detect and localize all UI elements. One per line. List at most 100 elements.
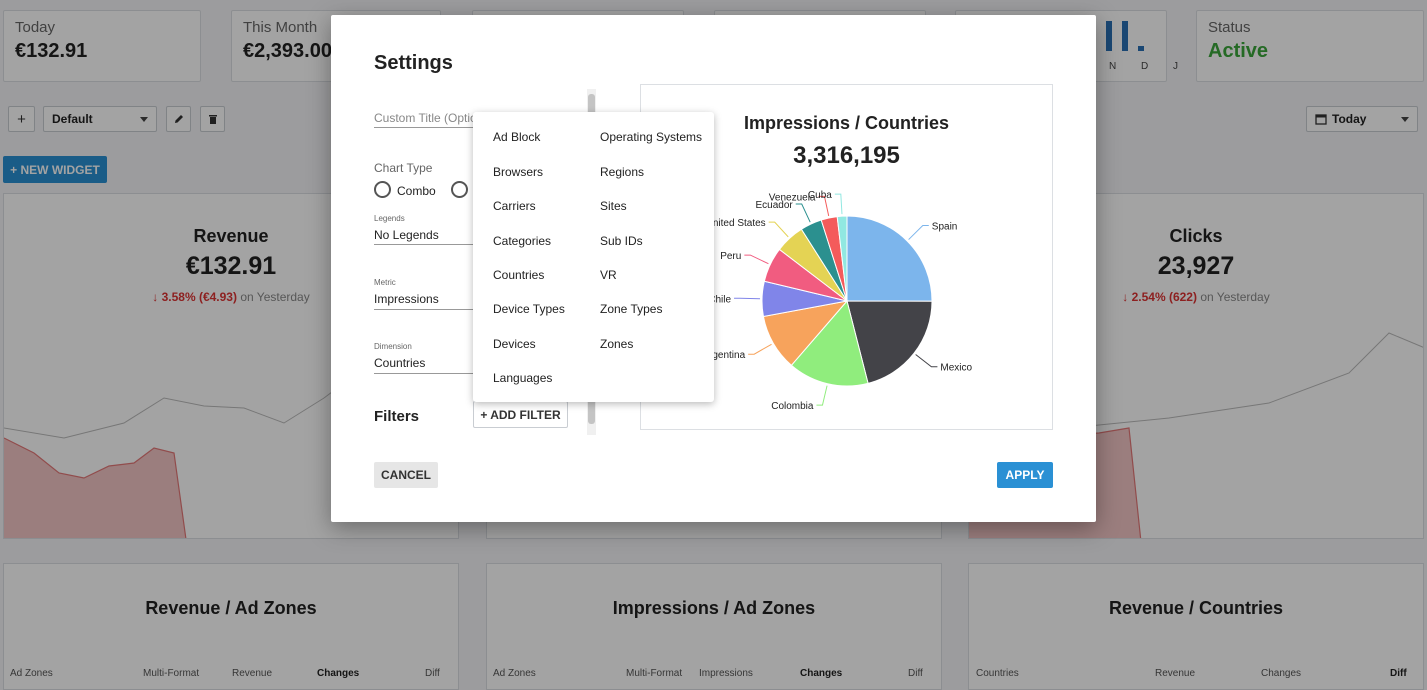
filters-label: Filters	[374, 408, 420, 425]
chart-type-combo-radio[interactable]	[374, 181, 391, 198]
widget-change: ↓ 3.58% (€4.93) on Yesterday	[4, 290, 458, 304]
stat-card-today: Today €132.91	[3, 10, 201, 82]
stat-value: €132.91	[15, 40, 88, 62]
change-value: ↓ 3.58% (€4.93)	[152, 290, 237, 304]
pie-connector	[834, 193, 843, 215]
change-suffix: on Yesterday	[240, 290, 310, 304]
legends-select[interactable]: No Legends	[374, 228, 439, 242]
pie-connector	[818, 195, 830, 217]
column-header[interactable]: Diff	[1390, 668, 1407, 679]
stat-label: Today	[15, 19, 56, 36]
new-widget-button[interactable]: + NEW WIDGET	[3, 156, 107, 183]
menu-item[interactable]: Sites	[600, 199, 627, 213]
pie-label: Cuba	[808, 190, 832, 201]
menu-item[interactable]: Browsers	[493, 165, 544, 179]
change-suffix: on Yesterday	[1200, 290, 1270, 304]
edit-dashboard-button[interactable]	[166, 106, 191, 132]
column-header[interactable]: Countries	[976, 668, 1019, 679]
metric-label: Metric	[374, 278, 396, 287]
widget-impressions-ad-zones: Impressions / Ad Zones Ad Zones Multi-Fo…	[486, 563, 942, 690]
chart-type-label: Chart Type	[374, 161, 433, 175]
delete-dashboard-button[interactable]	[200, 106, 225, 132]
dashboard-select[interactable]: Default	[43, 106, 157, 132]
widget-title: Revenue	[193, 226, 269, 246]
cancel-button[interactable]: CANCEL	[374, 462, 438, 488]
column-header[interactable]: Diff	[908, 668, 923, 679]
menu-item[interactable]: Regions	[600, 165, 645, 179]
filter-dimension-menu: Ad Block Browsers Carriers Categories Co…	[473, 112, 714, 402]
date-range-select[interactable]: Today	[1306, 106, 1418, 132]
status-value: Active	[1208, 40, 1269, 62]
mini-bar	[1138, 46, 1144, 51]
apply-button[interactable]: APPLY	[997, 462, 1053, 488]
widget-value: €132.91	[185, 252, 277, 280]
mini-bar	[1122, 21, 1128, 51]
trash-icon	[208, 115, 217, 124]
menu-item[interactable]: Ad Block	[493, 130, 541, 144]
date-range-value: Today	[1332, 112, 1367, 126]
plus-icon: +	[17, 110, 26, 128]
menu-item[interactable]: Operating Systems	[600, 130, 703, 144]
column-header[interactable]: Changes	[317, 668, 360, 679]
menu-item[interactable]: Zone Types	[600, 302, 663, 316]
dimension-label: Dimension	[374, 342, 412, 351]
menu-item[interactable]: Categories	[493, 234, 552, 248]
pie-connector	[908, 224, 929, 240]
pie-slice-cuba[interactable]	[836, 215, 848, 302]
column-header[interactable]: Changes	[1261, 668, 1302, 679]
widget-value: 23,927	[1157, 252, 1235, 280]
chevron-down-icon	[140, 116, 148, 122]
menu-item[interactable]: Devices	[493, 337, 536, 351]
change-value: ↓ 2.54% (622)	[1122, 290, 1197, 304]
chart-type-combo-label[interactable]: Combo	[397, 184, 436, 198]
calendar-icon	[1315, 114, 1327, 125]
column-header[interactable]: Multi-Format	[143, 668, 200, 679]
stat-card-status: Status Active	[1196, 10, 1424, 82]
column-header[interactable]: Diff	[425, 668, 440, 679]
pie-slice-spain[interactable]	[846, 215, 933, 302]
pie-label: Venezuela	[769, 192, 816, 203]
add-dashboard-button[interactable]: +	[8, 106, 35, 132]
stat-value: €2,393.00	[243, 40, 332, 62]
metric-select[interactable]: Impressions	[374, 292, 439, 306]
chevron-down-icon	[1401, 116, 1409, 122]
mini-axis-labels: N D J	[1109, 61, 1189, 72]
widget-revenue-countries: Revenue / Countries Countries Revenue Ch…	[968, 563, 1424, 690]
date-range-content: Today	[1315, 112, 1366, 126]
custom-title-input[interactable]: Custom Title (Optional)	[374, 111, 474, 125]
menu-item[interactable]: Device Types	[493, 302, 565, 316]
column-header[interactable]: Revenue	[1155, 668, 1196, 679]
dashboard-select-value: Default	[52, 112, 93, 126]
widget-title: Impressions / Ad Zones	[612, 598, 816, 618]
column-header[interactable]: Ad Zones	[493, 668, 536, 679]
pie-slice-colombia[interactable]	[790, 299, 869, 387]
pie-connector	[768, 221, 789, 238]
column-header[interactable]: Multi-Format	[626, 668, 683, 679]
menu-item[interactable]: VR	[600, 268, 617, 282]
widget-title: Revenue / Countries	[1108, 598, 1284, 618]
column-header[interactable]: Changes	[800, 668, 843, 679]
pie-connector	[734, 297, 761, 300]
widget-revenue-ad-zones: Revenue / Ad Zones Ad Zones Multi-Format…	[3, 563, 459, 690]
menu-item[interactable]: Countries	[493, 268, 545, 282]
menu-item[interactable]: Languages	[493, 371, 553, 385]
menu-item[interactable]: Sub IDs	[600, 234, 643, 248]
pie-label: Mexico	[940, 363, 972, 374]
mini-bar-chart: N D J	[1096, 21, 1178, 72]
add-filter-button[interactable]: + ADD FILTER	[473, 401, 568, 428]
pie-label: Colombia	[771, 401, 814, 412]
mini-bar	[1106, 21, 1112, 51]
pie-label: Argentina	[702, 350, 745, 361]
pie-chart: Spain Mexico Colombia Argentina Chile Peru Uni…	[702, 190, 972, 412]
chart-type-radio[interactable]	[451, 181, 468, 198]
preview-total: 3,316,195	[793, 142, 900, 169]
menu-item[interactable]: Zones	[600, 337, 634, 351]
menu-item[interactable]: Carriers	[493, 199, 536, 213]
column-header[interactable]: Revenue	[232, 668, 273, 679]
column-header[interactable]: Ad Zones	[10, 668, 53, 679]
dimension-select[interactable]: Countries	[374, 356, 426, 370]
pie-slice-mexico[interactable]	[846, 300, 933, 384]
column-header[interactable]: Impressions	[699, 668, 753, 679]
dialog-title: Settings	[374, 52, 453, 74]
pencil-icon	[174, 115, 183, 123]
